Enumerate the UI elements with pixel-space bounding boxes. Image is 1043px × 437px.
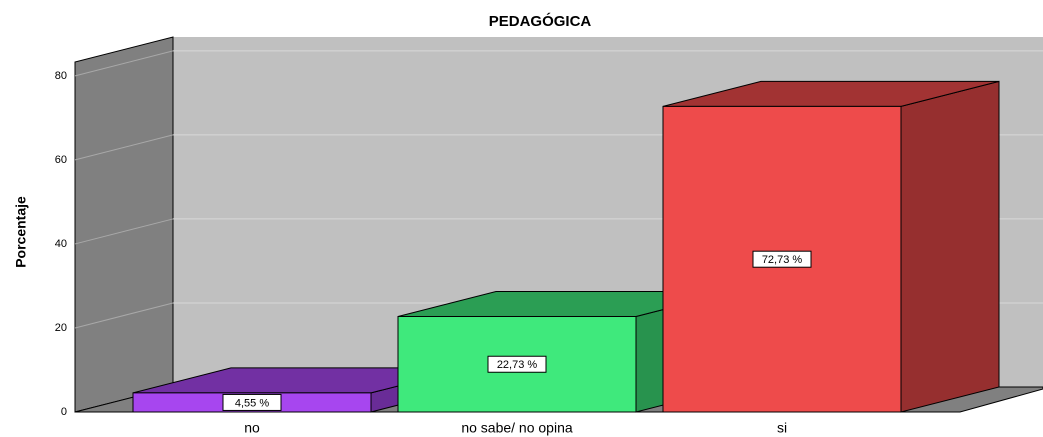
value-label-box — [752, 250, 812, 268]
y-tick-label: 20 — [55, 322, 67, 334]
value-label: 4,55 % — [235, 397, 269, 409]
left-wall — [74, 36, 174, 413]
value-label-box — [222, 393, 282, 411]
x-tick-label: no — [244, 420, 260, 436]
value-label: 72,73 % — [762, 254, 803, 266]
bar-side — [900, 80, 1000, 413]
value-label: 22,73 % — [497, 359, 538, 371]
x-tick-label: si — [777, 420, 787, 436]
y-tick-label: 40 — [55, 238, 67, 250]
grid-line — [74, 50, 174, 77]
y-tick-label: 0 — [61, 406, 67, 418]
y-tick-label: 60 — [55, 154, 67, 166]
chart-title: PEDAGÓGICA — [489, 12, 592, 30]
value-label-box — [487, 355, 547, 373]
y-axis-label: Porcentaje — [13, 196, 29, 268]
grid-line — [74, 134, 174, 161]
grid-line — [74, 218, 174, 245]
grid-line — [74, 302, 174, 329]
x-tick-label: no sabe/ no opina — [461, 420, 573, 436]
y-tick-label: 80 — [55, 70, 67, 82]
